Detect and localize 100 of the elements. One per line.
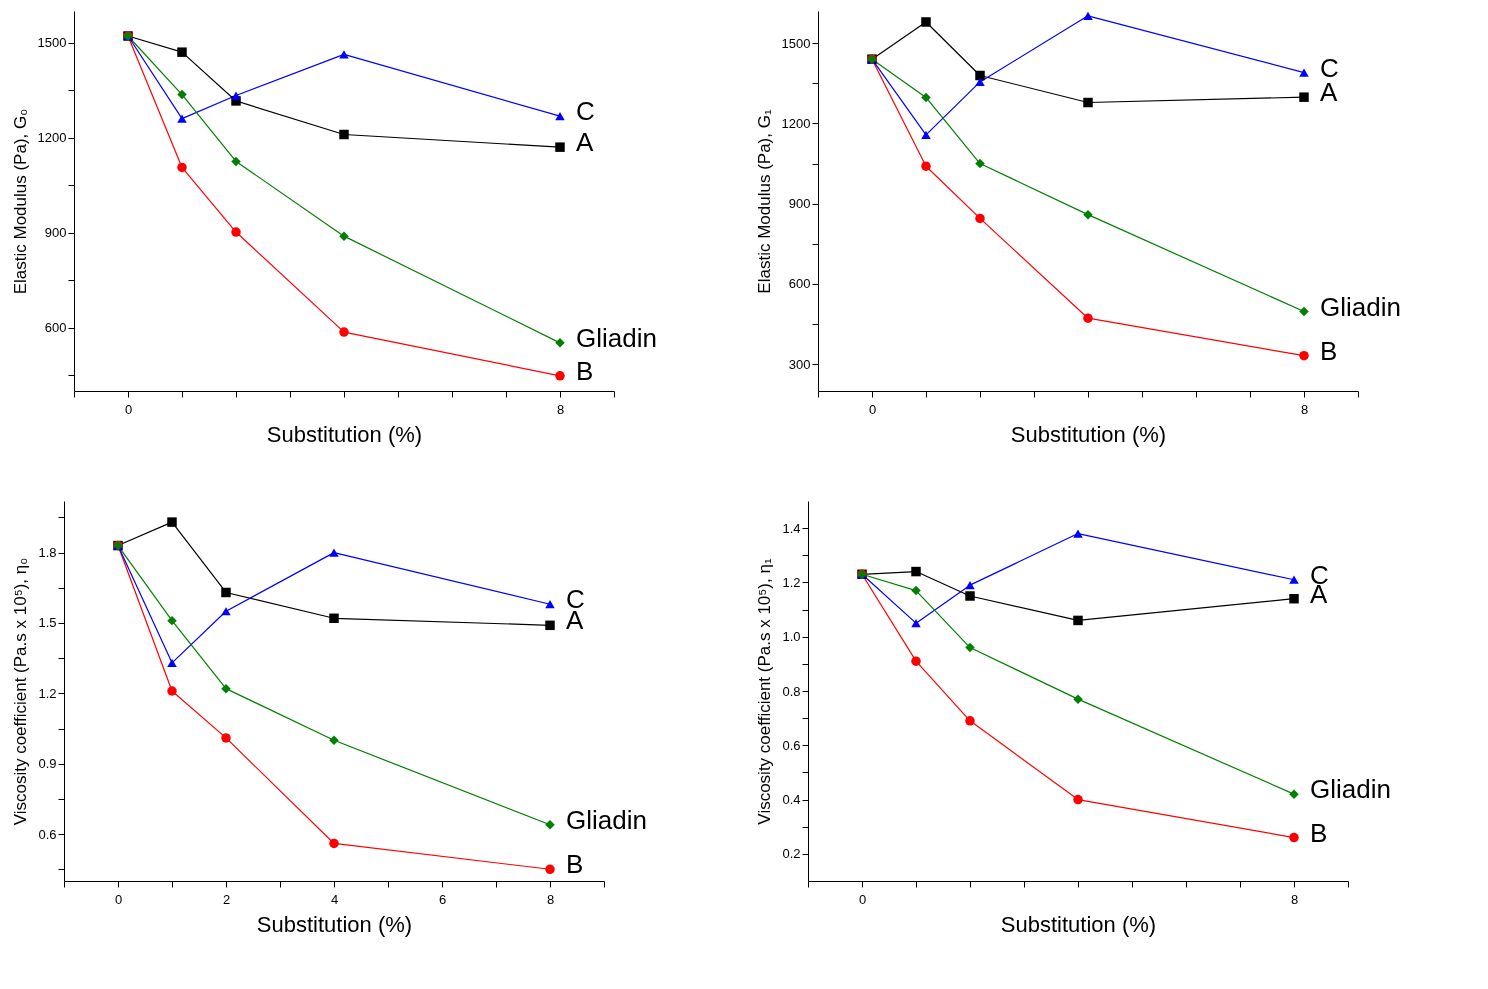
- y-tick-label: 1200: [37, 130, 67, 146]
- point: [1299, 92, 1309, 102]
- x-tick-label: 8: [546, 891, 555, 907]
- y-tick-label: 1.2: [782, 574, 801, 590]
- point: [545, 600, 555, 609]
- point: [1073, 529, 1083, 538]
- point: [975, 158, 985, 169]
- point: [545, 620, 555, 631]
- point: [555, 371, 565, 381]
- point: [1083, 97, 1093, 108]
- x-axis-title: Substitution (%): [266, 421, 423, 447]
- point: [339, 129, 349, 140]
- point: [911, 566, 921, 577]
- y-tick-label: 1.8: [38, 545, 57, 561]
- point: [231, 91, 241, 100]
- point: [555, 142, 565, 152]
- x-tick-label: 6: [438, 891, 447, 907]
- series-label: B: [576, 355, 594, 386]
- y-tick-label: 1.5: [38, 615, 57, 631]
- y-tick-label: 0.6: [38, 826, 57, 842]
- x-tick-label: 8: [1290, 891, 1299, 907]
- point: [911, 585, 921, 596]
- series-label: Gliadin: [566, 804, 647, 835]
- y-axis-title: Elastic Modulus (Pa), G₀: [10, 108, 30, 295]
- point: [329, 613, 339, 624]
- point: [921, 17, 931, 27]
- point: [545, 819, 555, 830]
- point: [975, 213, 985, 224]
- x-axis-title: Substitution (%): [1000, 911, 1157, 937]
- series-label: Gliadin: [1320, 291, 1401, 322]
- y-axis-title: Viscosity coefficient (Pa.s x 10⁵), η₀: [11, 557, 31, 826]
- point: [965, 642, 975, 653]
- point: [329, 838, 339, 849]
- point: [975, 77, 985, 87]
- y-tick-label: 1.4: [782, 520, 801, 536]
- y-tick-label: 600: [788, 276, 811, 292]
- y-tick-label: 1500: [781, 35, 811, 51]
- x-tick-label: 0: [114, 891, 123, 907]
- x-tick-label: 8: [556, 401, 565, 417]
- point: [545, 864, 555, 875]
- point: [221, 607, 231, 616]
- x-tick-label: 8: [1300, 401, 1309, 417]
- point: [177, 162, 187, 173]
- point: [911, 619, 921, 628]
- point: [555, 112, 565, 121]
- point: [1083, 209, 1093, 220]
- y-tick-label: 600: [44, 320, 67, 336]
- point: [221, 587, 231, 598]
- y-tick-label: 0.8: [782, 683, 801, 699]
- point: [921, 92, 931, 103]
- y-axis-title: Elastic Modulus (Pa), G₁: [754, 109, 774, 294]
- y-tick-label: 900: [788, 196, 811, 212]
- x-tick-label: 4: [330, 891, 339, 907]
- y-tick-label: 900: [44, 225, 67, 241]
- point: [921, 130, 931, 140]
- point: [911, 656, 921, 666]
- series-label: B: [566, 849, 584, 880]
- x-tick-label: 0: [868, 401, 877, 417]
- series-label: B: [1310, 817, 1328, 848]
- point: [965, 581, 975, 590]
- point: [167, 615, 177, 626]
- point: [1289, 575, 1299, 584]
- point: [1299, 68, 1309, 77]
- point: [221, 733, 231, 743]
- y-tick-label: 0.4: [782, 792, 801, 808]
- point: [177, 89, 187, 100]
- point: [1073, 615, 1083, 626]
- y-axis-title: Viscosity coefficient (Pa.s x 10⁵), η₁: [755, 558, 775, 825]
- series-label: A: [576, 127, 594, 158]
- y-tick-label: 1500: [37, 35, 67, 51]
- y-tick-label: 1.0: [782, 629, 801, 645]
- y-tick-label: 0.6: [782, 737, 801, 753]
- point: [1289, 593, 1299, 604]
- point: [921, 161, 931, 171]
- point: [177, 114, 187, 123]
- point: [329, 548, 339, 557]
- x-axis-title: Substitution (%): [1010, 421, 1167, 447]
- y-tick-label: 0.9: [38, 756, 57, 772]
- point: [1289, 832, 1299, 843]
- point: [965, 716, 975, 726]
- point: [221, 683, 231, 694]
- point: [231, 156, 241, 167]
- series-label: C: [576, 96, 595, 127]
- point: [1083, 313, 1093, 323]
- point: [1299, 306, 1309, 317]
- y-tick-label: 0.2: [782, 846, 801, 862]
- point: [177, 47, 187, 57]
- y-tick-label: 1.2: [38, 685, 57, 701]
- series-label: Gliadin: [576, 322, 657, 353]
- point: [167, 517, 177, 527]
- y-tick-label: 300: [788, 356, 811, 372]
- point: [231, 227, 241, 237]
- series-label: Gliadin: [1310, 774, 1391, 805]
- x-tick-label: 0: [858, 891, 867, 907]
- point: [339, 327, 349, 337]
- point: [1073, 794, 1083, 805]
- point: [1083, 11, 1093, 20]
- point: [975, 70, 985, 81]
- x-tick-label: 2: [222, 891, 231, 907]
- y-tick-label: 1200: [781, 115, 811, 131]
